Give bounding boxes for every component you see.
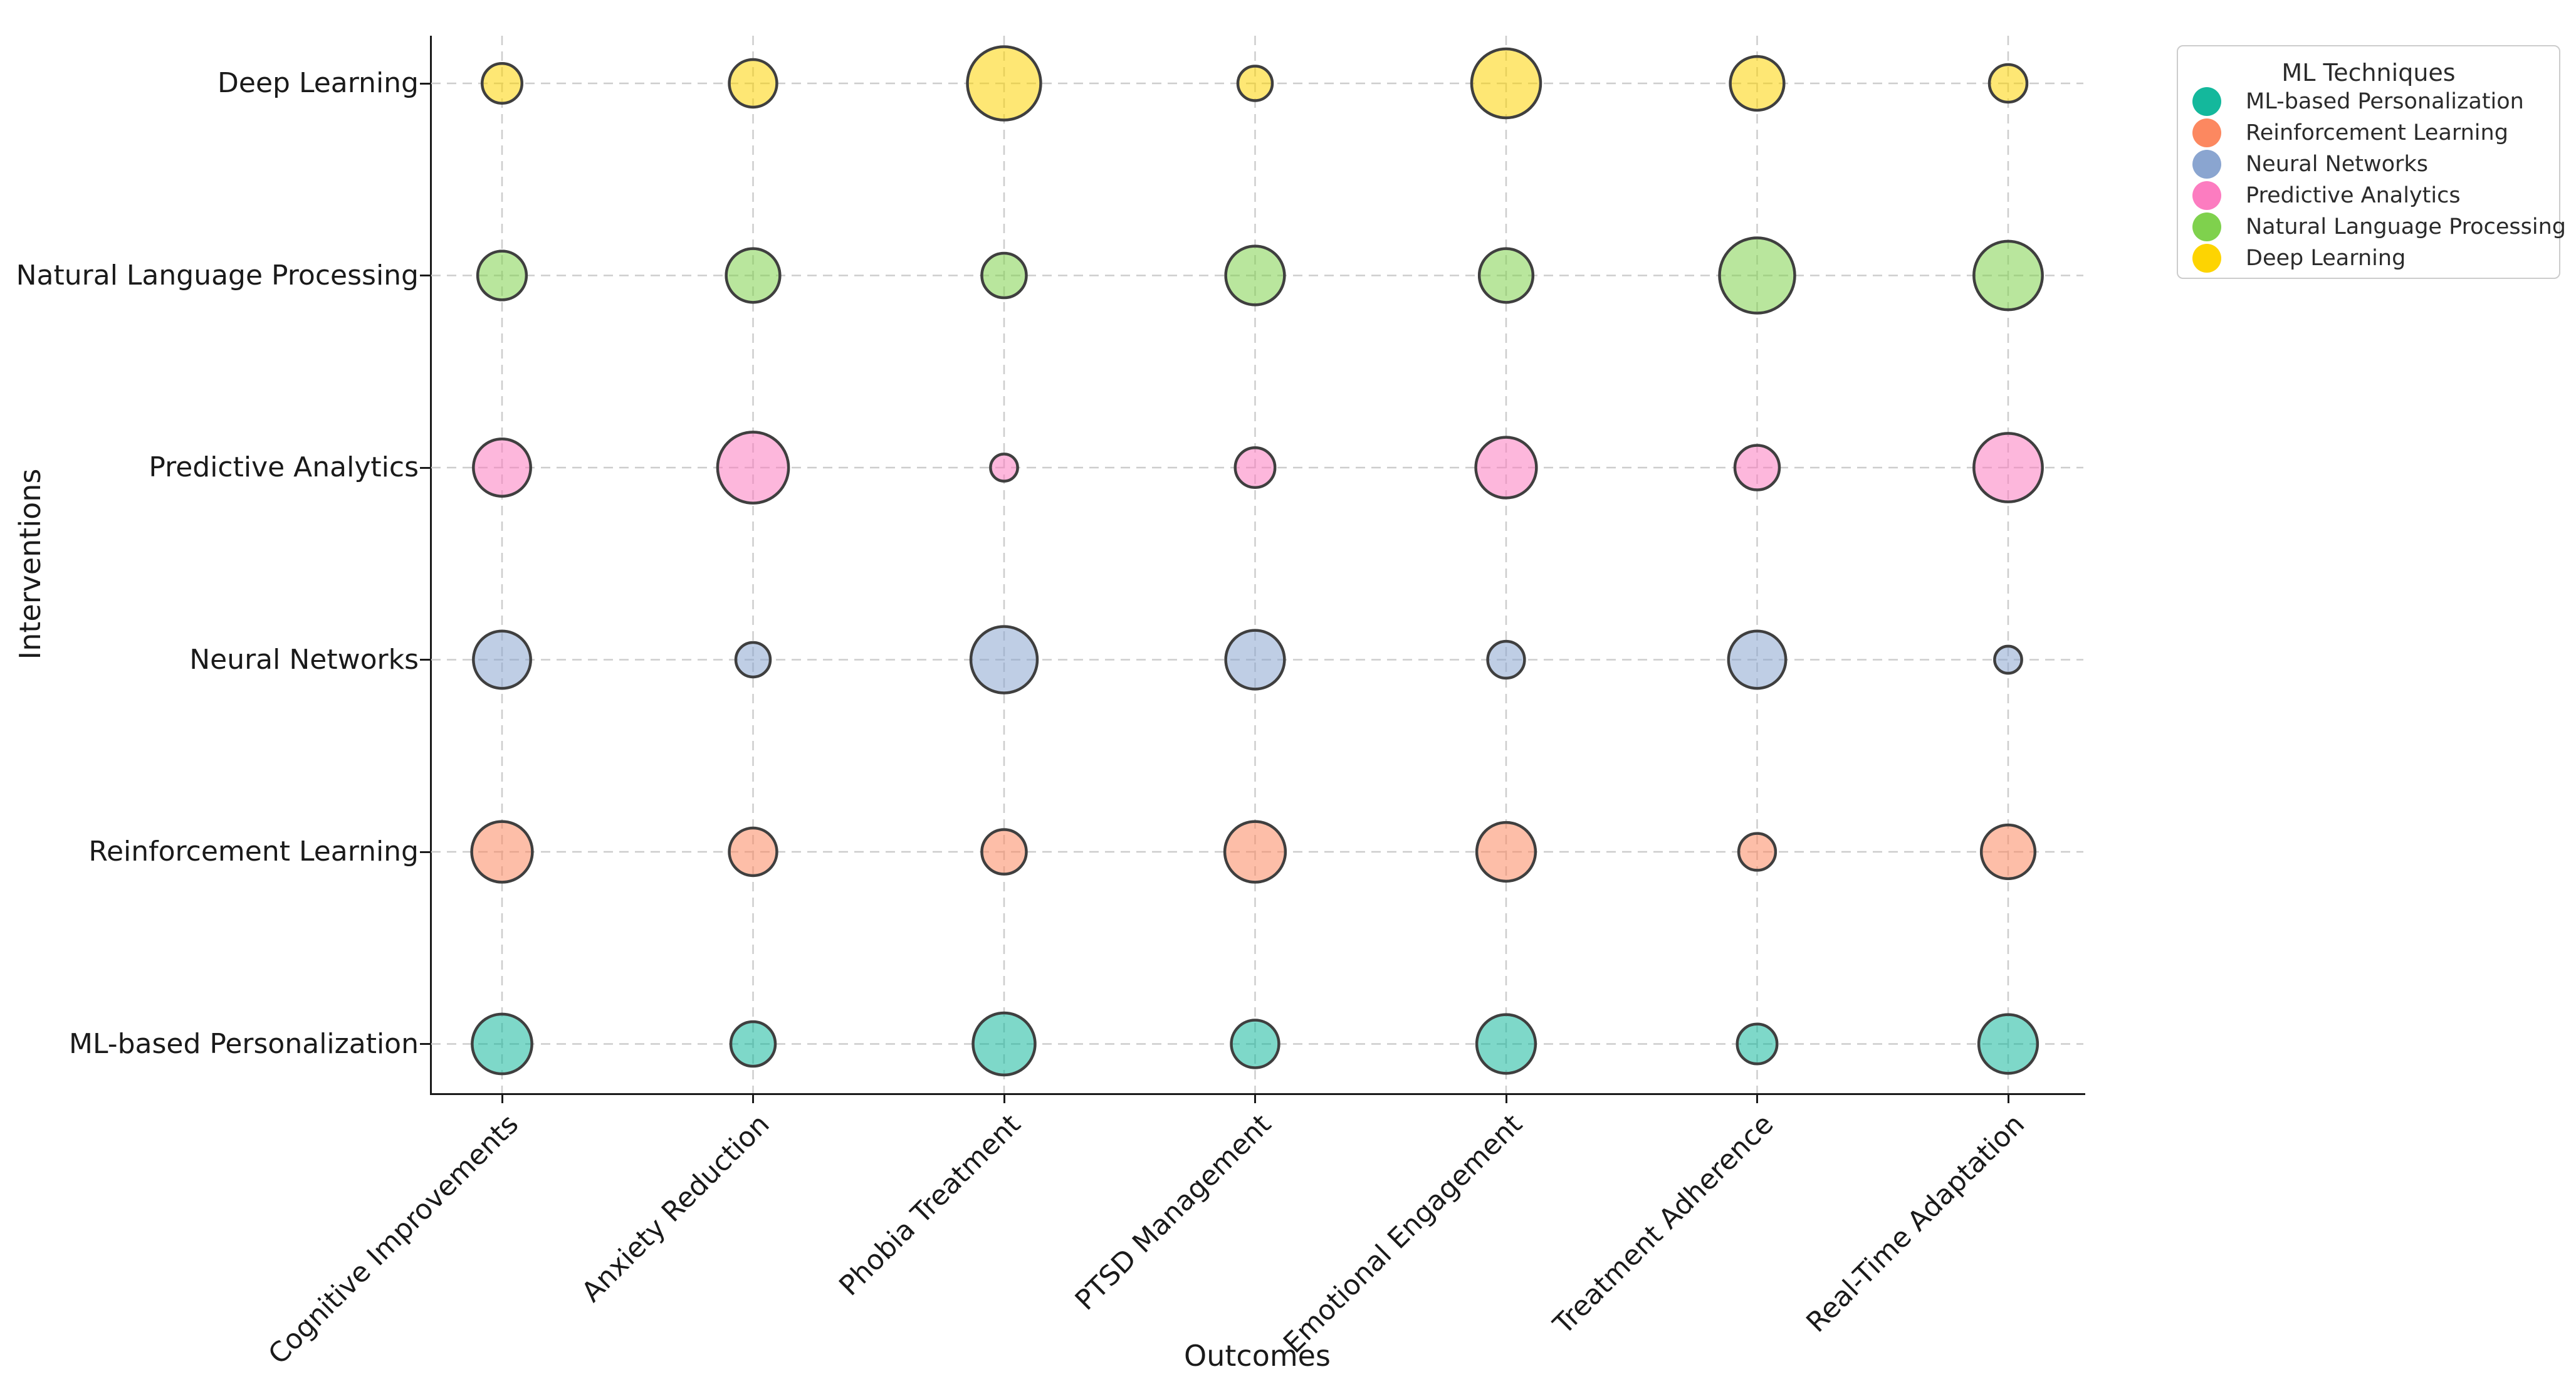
bubble	[729, 1020, 777, 1068]
bubble	[1718, 236, 1796, 315]
bubble	[472, 438, 532, 498]
bubble	[1230, 1019, 1280, 1069]
bubble	[1972, 239, 2044, 312]
legend-item-label: Neural Networks	[2246, 152, 2428, 177]
bubble	[1233, 446, 1277, 489]
legend-title: ML Techniques	[2281, 59, 2456, 86]
y-tick-label: Natural Language Processing	[16, 259, 419, 291]
x-tick-label-text: Cognitive Improvements	[262, 1108, 525, 1371]
bubble	[1224, 629, 1286, 691]
y-tick-mark	[420, 466, 430, 469]
bubble	[1236, 65, 1274, 102]
bubble	[1736, 1022, 1779, 1066]
bubble	[971, 1011, 1037, 1077]
x-tick-label-text: Real-Time Adaptation	[1800, 1108, 2031, 1339]
x-tick-mark	[1254, 1093, 1256, 1103]
bubble	[980, 251, 1028, 300]
bubble	[1979, 823, 2037, 881]
legend-swatch-icon	[2192, 181, 2221, 210]
y-tick-mark	[420, 659, 430, 661]
bubble	[980, 828, 1028, 876]
legend-item-label: Reinforcement Learning	[2246, 120, 2508, 145]
legend-item: Natural Language Processing	[2178, 211, 2566, 243]
bubble	[1475, 1013, 1537, 1075]
bubble	[1475, 820, 1537, 883]
legend-swatch-icon	[2192, 244, 2221, 273]
bubble	[716, 431, 790, 505]
y-axis-title-text: Interventions	[13, 468, 47, 660]
legend-item-label: Predictive Analytics	[2246, 183, 2461, 208]
x-tick-mark	[1003, 1093, 1005, 1103]
x-tick-label-text: Phobia Treatment	[832, 1108, 1027, 1303]
legend-swatch-icon	[2192, 212, 2221, 241]
bubble	[1987, 63, 2029, 104]
legend-swatch-icon	[2192, 87, 2221, 116]
x-tick-label-text: Treatment Adherence	[1547, 1108, 1780, 1341]
legend: ML Techniques ML-based Personalization Re…	[2177, 45, 2566, 279]
bubble	[1733, 444, 1781, 491]
y-tick-label: Neural Networks	[189, 643, 419, 676]
bubble	[476, 249, 528, 301]
y-tick-mark	[420, 82, 430, 85]
legend-item-label: ML-based Personalization	[2246, 89, 2524, 114]
x-tick-mark	[501, 1093, 503, 1103]
legend-item-label: Deep Learning	[2246, 246, 2406, 271]
y-tick-label: Predictive Analytics	[149, 451, 419, 483]
legend-item: Deep Learning	[2178, 243, 2559, 274]
bubble	[969, 625, 1039, 695]
x-axis-spine	[430, 1093, 2085, 1095]
bubble	[1223, 820, 1287, 884]
bubble	[1729, 55, 1786, 112]
y-tick-mark	[420, 275, 430, 276]
x-tick-mark	[1505, 1093, 1507, 1103]
bubble	[471, 1012, 533, 1076]
y-tick-mark	[420, 851, 430, 853]
x-tick-label-text: Emotional Engagement	[1277, 1108, 1529, 1360]
bubble	[989, 453, 1019, 483]
bubble	[1486, 639, 1526, 680]
legend-item: Predictive Analytics	[2178, 180, 2559, 211]
bubble	[728, 826, 778, 878]
y-tick-label: Deep Learning	[217, 67, 419, 99]
bubble	[728, 58, 778, 109]
legend-swatch-icon	[2192, 118, 2221, 147]
bubble	[966, 45, 1042, 122]
x-tick-mark	[1756, 1093, 1758, 1103]
y-tick-label: ML-based Personalization	[69, 1027, 419, 1060]
x-tick-label-text: Anxiety Reduction	[575, 1108, 776, 1309]
legend-swatch-icon	[2192, 150, 2221, 179]
bubble	[1224, 244, 1286, 307]
bubble-plot-canvas	[431, 36, 2083, 1093]
bubble	[1977, 1013, 2039, 1075]
bubble	[470, 820, 534, 884]
x-tick-mark	[2007, 1093, 2009, 1103]
bubble	[734, 641, 772, 679]
x-tick-mark	[752, 1093, 754, 1103]
legend-item: Reinforcement Learning	[2178, 117, 2559, 149]
legend-item-label: Natural Language Processing	[2246, 214, 2566, 239]
x-axis-title: Outcomes	[1184, 1339, 1331, 1373]
plot-area	[431, 36, 2083, 1093]
x-tick-label-text: PTSD Management	[1069, 1108, 1278, 1317]
y-tick-label: Reinforcement Learning	[88, 836, 419, 868]
bubble	[1727, 629, 1788, 690]
bubble	[1737, 832, 1778, 872]
legend-item: ML-based Personalization	[2178, 86, 2559, 117]
bubble	[1474, 436, 1538, 500]
legend-item: Neural Networks	[2178, 149, 2559, 180]
bubble	[472, 629, 532, 690]
bubble	[1993, 644, 2023, 675]
bubble	[1972, 432, 2044, 503]
y-axis-spine	[430, 36, 432, 1095]
y-tick-mark	[420, 1043, 430, 1045]
bubble	[1470, 47, 1542, 120]
bubble	[1477, 247, 1535, 304]
bubble	[481, 62, 523, 105]
bubble	[725, 247, 782, 304]
